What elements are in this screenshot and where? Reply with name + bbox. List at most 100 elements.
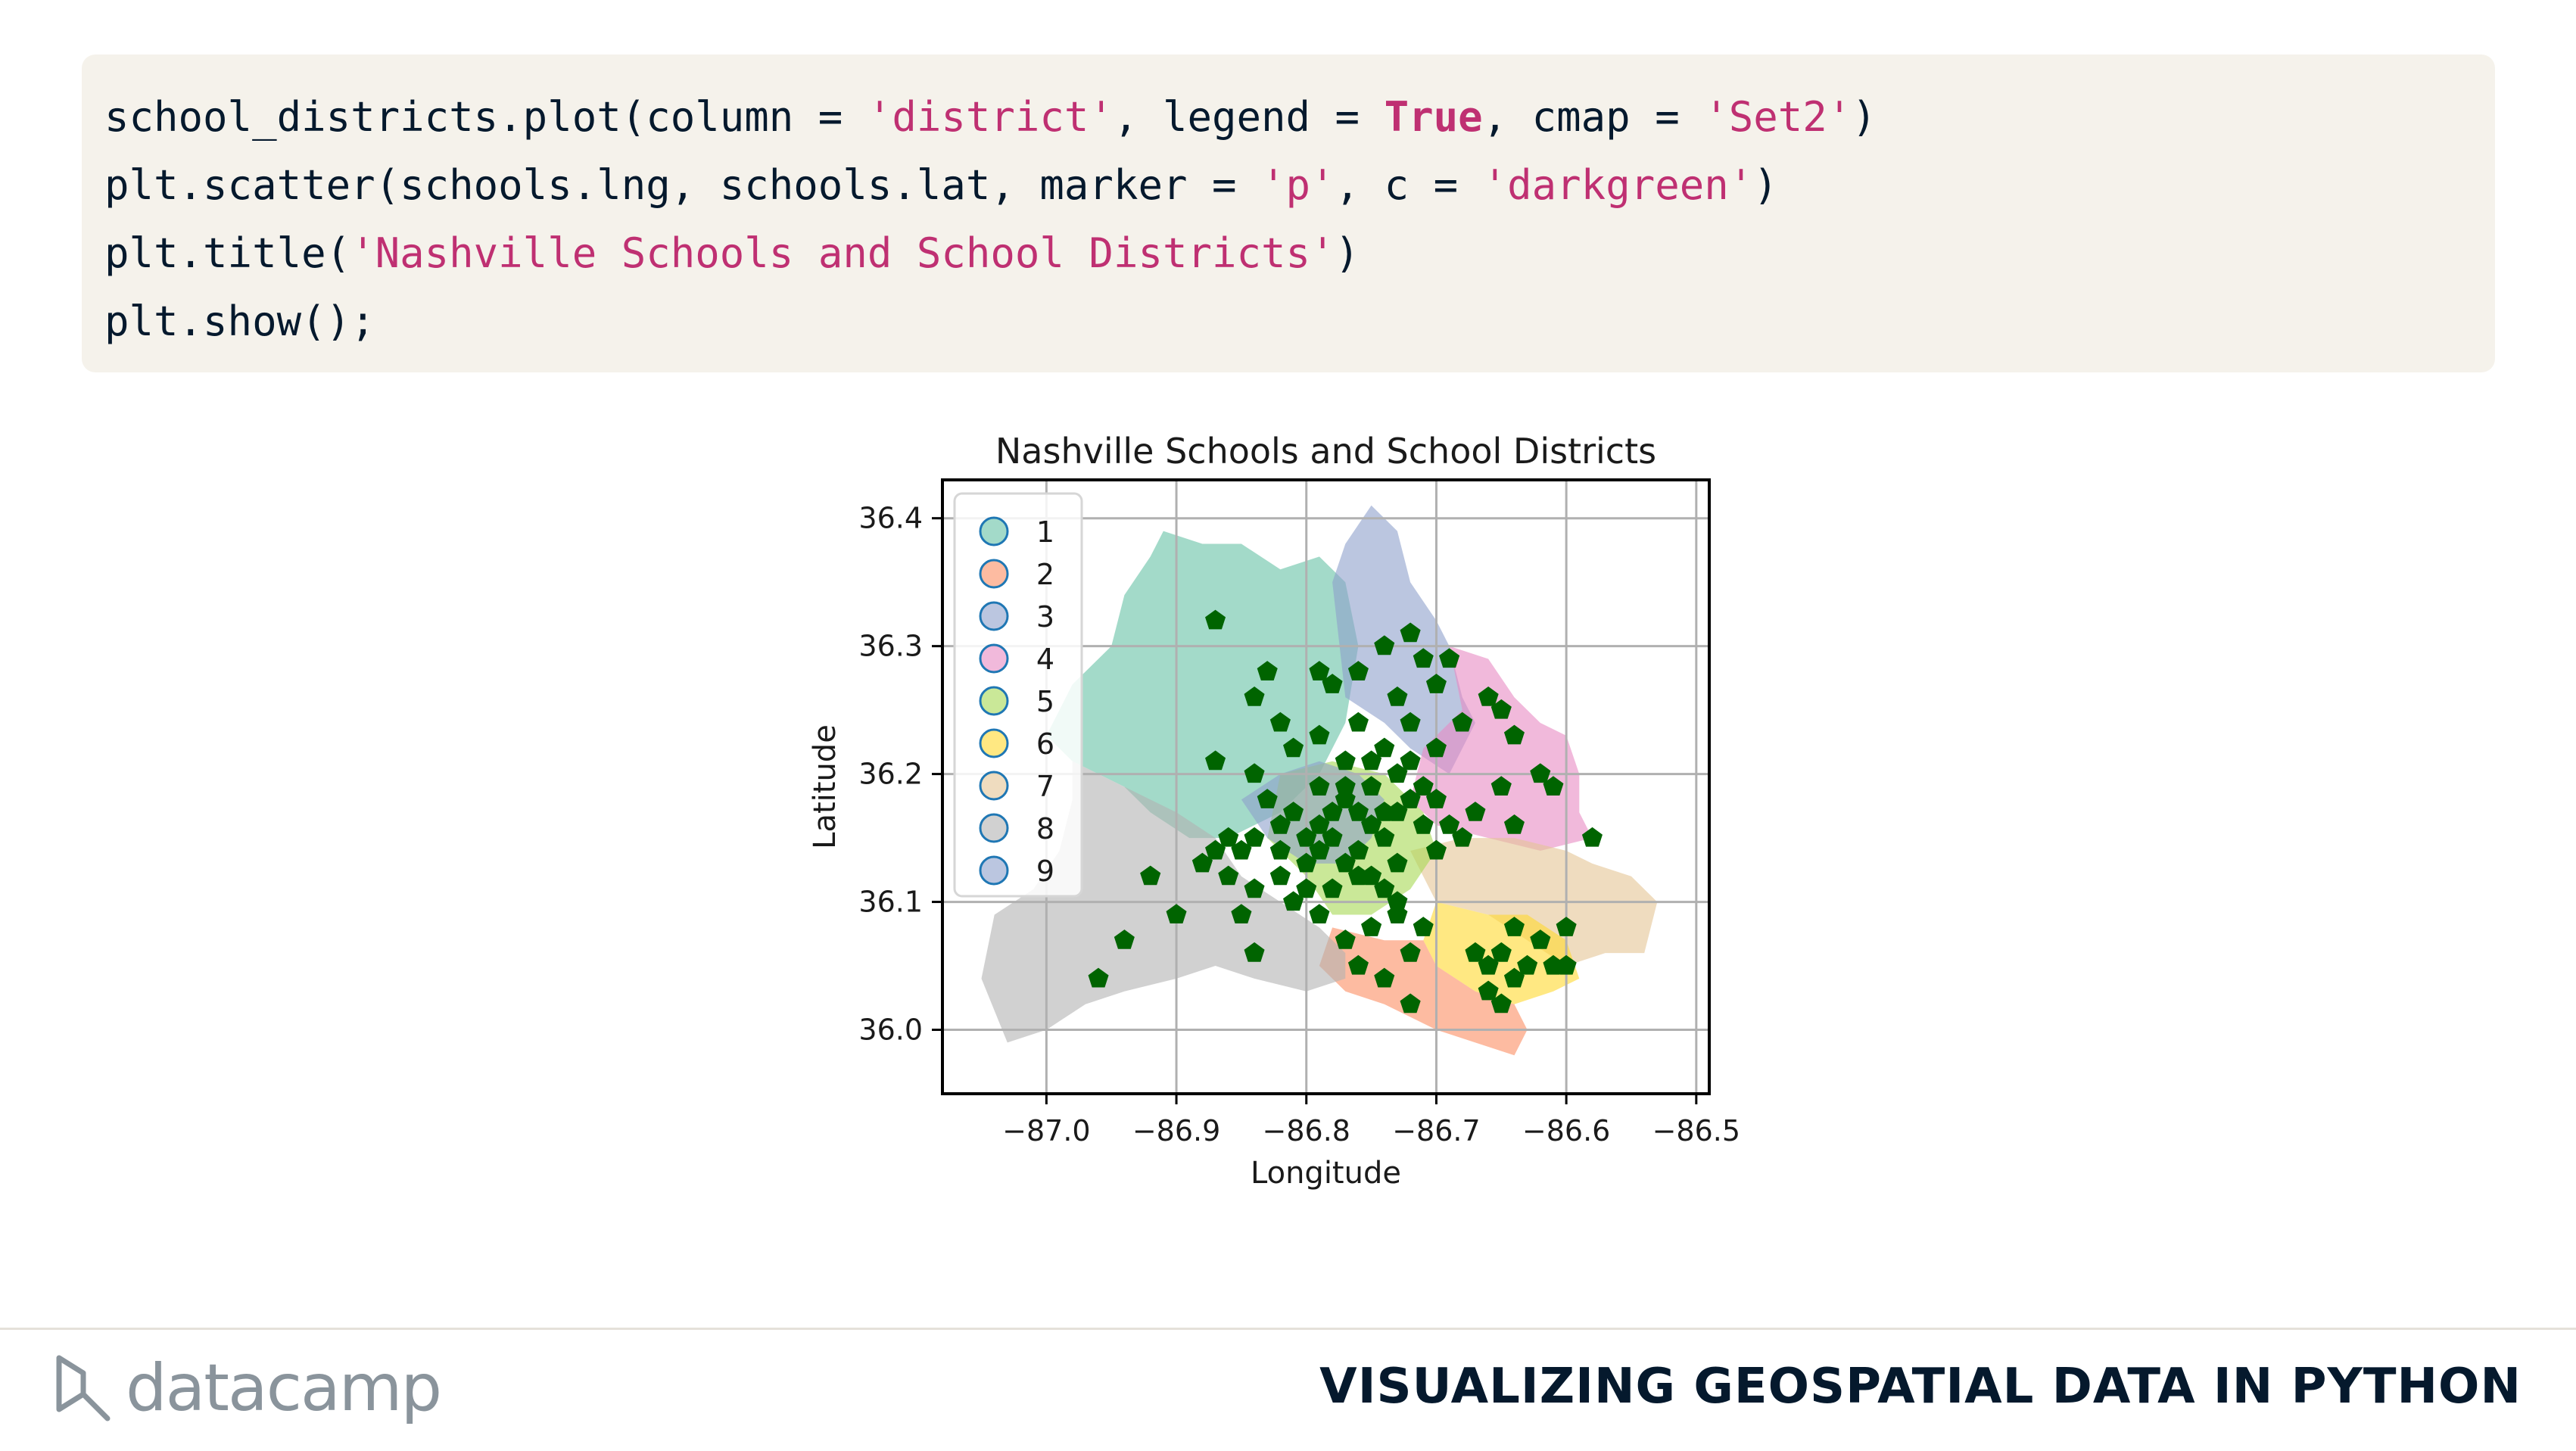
school-point [1490, 699, 1512, 719]
school-point [1413, 776, 1434, 796]
school-point [1425, 789, 1447, 808]
x-tick-label: −86.9 [1132, 1114, 1220, 1147]
school-point [1400, 789, 1421, 808]
code-string: 'district' [867, 93, 1114, 141]
code-string: 'darkgreen' [1482, 161, 1754, 209]
legend-marker [979, 559, 1009, 589]
school-point [1283, 737, 1304, 758]
school-point [1231, 904, 1252, 923]
school-point [1257, 789, 1278, 808]
course-title: VISUALIZING GEOSPATIAL DATA IN PYTHON [1319, 1359, 2521, 1415]
code-line: plt.title('Nashville Schools and School … [104, 220, 2495, 288]
footer-divider [0, 1328, 2576, 1330]
code-string: 'Set2' [1704, 93, 1852, 141]
school-point [1387, 763, 1408, 783]
plot-area [942, 480, 1709, 1094]
school-point [1347, 954, 1369, 975]
school-point [1543, 776, 1564, 796]
school-point [1503, 724, 1525, 745]
school-point [1425, 839, 1447, 860]
legend-label: 2 [1036, 558, 1054, 591]
datacamp-icon [56, 1355, 111, 1421]
school-point [1347, 661, 1369, 680]
code-text: , legend = [1113, 93, 1385, 141]
school-point [1413, 917, 1434, 936]
school-point [1347, 711, 1369, 732]
brand-name: datacamp [126, 1350, 442, 1426]
code-text: ) [1753, 161, 1778, 209]
school-point [1387, 686, 1408, 706]
code-text: , c = [1335, 161, 1483, 209]
school-point [1244, 763, 1265, 783]
school-point [1361, 917, 1382, 936]
legend-label: 5 [1036, 685, 1054, 718]
x-tick-label: −86.5 [1652, 1114, 1740, 1147]
school-point [1283, 802, 1304, 821]
y-tick-label: 36.3 [858, 630, 923, 663]
y-tick-label: 36.1 [858, 886, 923, 919]
chart: −87.0 −86.9 −86.8 −86.7 −86.6 −86.536.036.136… [808, 431, 1740, 1191]
school-point [1439, 814, 1460, 834]
y-tick-label: 36.4 [858, 502, 923, 535]
school-point [1530, 763, 1551, 783]
school-point [1218, 827, 1239, 847]
school-point [1166, 904, 1187, 923]
school-point [1439, 648, 1460, 668]
code-text: , cmap = [1482, 93, 1705, 141]
school-point [1140, 865, 1161, 886]
school-point [1478, 980, 1499, 1001]
school-point [1490, 776, 1512, 796]
school-point [1374, 635, 1395, 655]
code-string: 'Nashville Schools and School Districts' [350, 229, 1335, 277]
school-point [1309, 814, 1330, 834]
school-point [1374, 737, 1395, 758]
school-point [1374, 802, 1395, 821]
school-point [1581, 827, 1603, 847]
code-keyword: True [1384, 93, 1483, 141]
school-point [1309, 724, 1330, 745]
school-point [1452, 827, 1473, 847]
legend-marker [979, 601, 1009, 631]
school-point [1309, 661, 1330, 680]
legend-marker [979, 686, 1009, 716]
school-point [1296, 852, 1317, 873]
school-point [1335, 929, 1356, 949]
school-point [1269, 814, 1291, 834]
school-point [1088, 967, 1109, 988]
school-point [1322, 878, 1343, 898]
school-point [1347, 865, 1369, 886]
school-point [1556, 917, 1577, 936]
school-point [1283, 891, 1304, 911]
legend-label: 3 [1036, 600, 1054, 634]
school-point [1465, 942, 1486, 962]
legend-label: 9 [1036, 855, 1054, 888]
school-point [1205, 750, 1226, 771]
legend-label: 1 [1036, 515, 1054, 549]
school-point [1425, 737, 1447, 758]
legend-label: 4 [1036, 643, 1054, 676]
school-point [1244, 686, 1265, 706]
code-text: ) [1335, 229, 1360, 277]
school-point [1218, 865, 1239, 886]
code-text: plt.title( [104, 229, 351, 277]
school-point [1478, 686, 1499, 706]
legend-label: 7 [1036, 770, 1054, 803]
school-point [1257, 661, 1278, 680]
school-point [1269, 839, 1291, 860]
school-point [1244, 878, 1265, 898]
school-point [1374, 878, 1395, 898]
axes-frame [941, 478, 1711, 1095]
legend-label: 6 [1036, 727, 1054, 761]
x-tick-label: −86.6 [1522, 1114, 1610, 1147]
school-point [1400, 622, 1421, 643]
school-point [1465, 802, 1486, 821]
school-point [1490, 993, 1512, 1014]
x-tick-label: −86.8 [1263, 1114, 1350, 1147]
legend-marker [979, 813, 1009, 843]
school-point [1400, 942, 1421, 962]
code-line: plt.show(); [104, 288, 2495, 356]
district-polygon-1 [1046, 531, 1359, 839]
school-point [1400, 711, 1421, 732]
school-point [1556, 954, 1577, 975]
school-point [1335, 750, 1356, 771]
